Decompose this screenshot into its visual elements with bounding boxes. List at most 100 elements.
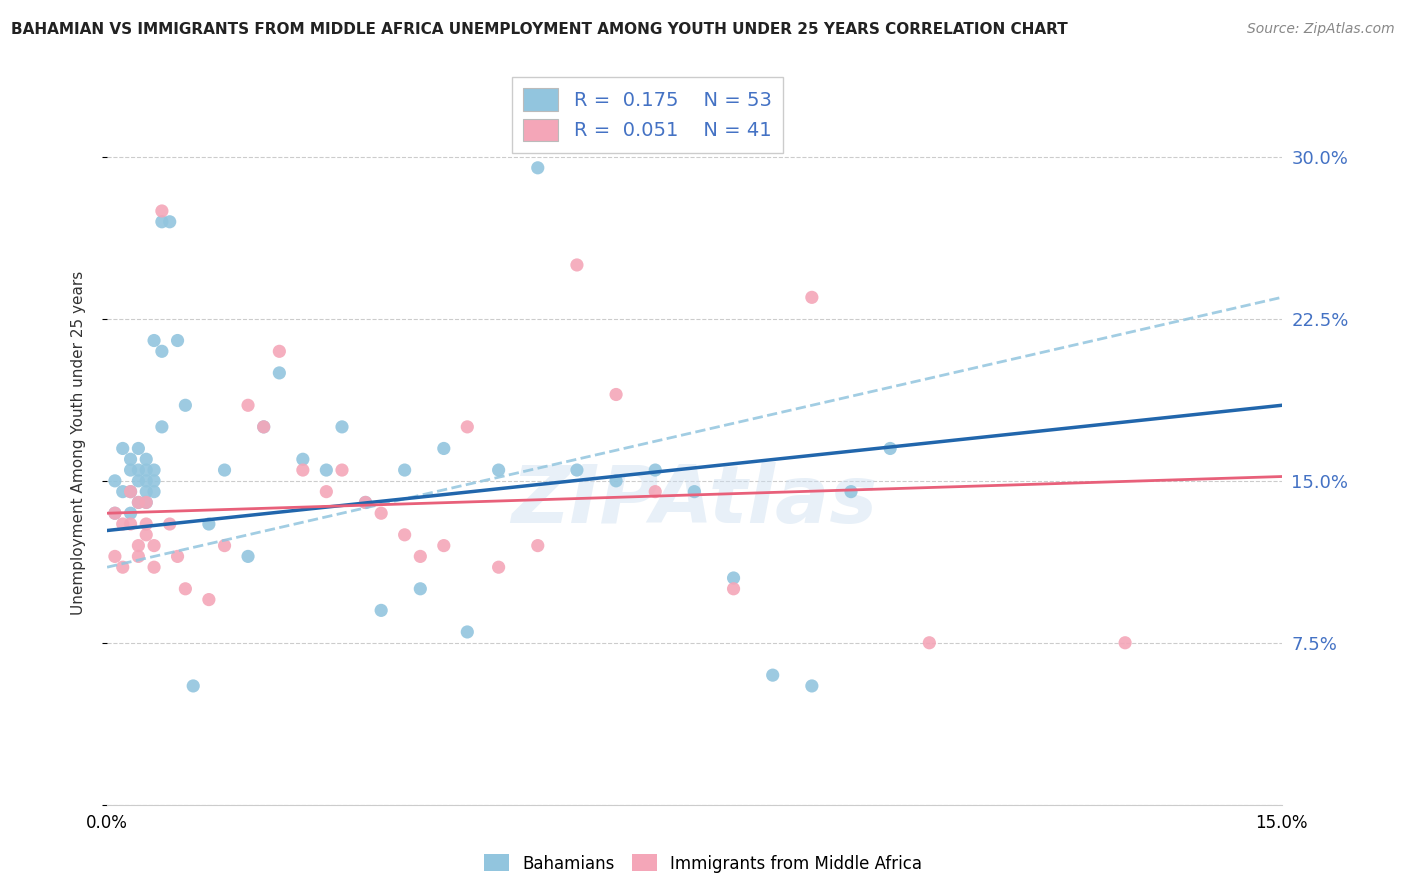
Point [143,463,166,477]
Point [269,344,291,359]
Point [143,539,166,553]
Point [166,549,188,564]
Point [159,215,181,229]
Text: BAHAMIAN VS IMMIGRANTS FROM MIDDLE AFRICA UNEMPLOYMENT AMONG YOUTH UNDER 25 YEAR: BAHAMIAN VS IMMIGRANTS FROM MIDDLE AFRIC… [11,22,1069,37]
Point [526,161,548,175]
Point [104,474,127,488]
Point [198,516,221,531]
Point [159,516,181,531]
Point [166,334,188,348]
Point [354,495,377,509]
Point [291,463,314,477]
Point [135,474,157,488]
Point [800,679,823,693]
Point [174,582,197,596]
Point [253,420,276,434]
Point [433,539,456,553]
Y-axis label: Unemployment Among Youth under 25 years: Unemployment Among Youth under 25 years [72,271,86,615]
Point [1114,636,1136,650]
Point [135,528,157,542]
Point [104,506,127,520]
Point [135,452,157,467]
Point [269,366,291,380]
Legend: R =  0.175    N = 53, R =  0.051    N = 41: R = 0.175 N = 53, R = 0.051 N = 41 [512,77,783,153]
Point [143,560,166,574]
Point [409,549,432,564]
Point [315,463,337,477]
Point [135,463,157,477]
Point [104,549,127,564]
Point [150,344,173,359]
Text: ZIPAtlas: ZIPAtlas [512,462,877,540]
Point [127,495,149,509]
Point [214,463,236,477]
Point [456,420,478,434]
Point [433,442,456,456]
Point [409,582,432,596]
Point [135,484,157,499]
Point [879,442,901,456]
Point [111,442,134,456]
Point [565,463,588,477]
Point [120,506,142,520]
Point [120,516,142,531]
Point [236,549,259,564]
Point [488,560,510,574]
Point [120,484,142,499]
Point [127,463,149,477]
Point [370,603,392,617]
Point [762,668,785,682]
Point [120,484,142,499]
Point [456,624,478,639]
Point [723,582,745,596]
Point [143,474,166,488]
Point [354,495,377,509]
Point [526,539,548,553]
Point [174,398,197,412]
Point [111,516,134,531]
Point [291,452,314,467]
Point [181,679,204,693]
Point [488,463,510,477]
Point [127,474,149,488]
Point [150,420,173,434]
Point [135,495,157,509]
Point [683,484,706,499]
Point [918,636,941,650]
Legend: Bahamians, Immigrants from Middle Africa: Bahamians, Immigrants from Middle Africa [478,847,928,880]
Text: Source: ZipAtlas.com: Source: ZipAtlas.com [1247,22,1395,37]
Point [135,495,157,509]
Point [330,420,353,434]
Point [839,484,862,499]
Point [198,592,221,607]
Point [143,334,166,348]
Point [127,539,149,553]
Point [120,463,142,477]
Point [127,442,149,456]
Point [800,290,823,304]
Point [315,484,337,499]
Point [644,463,666,477]
Point [605,387,627,401]
Point [143,484,166,499]
Point [236,398,259,412]
Point [330,463,353,477]
Point [111,484,134,499]
Point [214,539,236,553]
Point [150,204,173,219]
Point [120,452,142,467]
Point [605,474,627,488]
Point [394,463,416,477]
Point [104,506,127,520]
Point [135,516,157,531]
Point [127,495,149,509]
Point [127,549,149,564]
Point [394,528,416,542]
Point [565,258,588,272]
Point [723,571,745,585]
Point [150,215,173,229]
Point [111,560,134,574]
Point [370,506,392,520]
Point [253,420,276,434]
Point [644,484,666,499]
